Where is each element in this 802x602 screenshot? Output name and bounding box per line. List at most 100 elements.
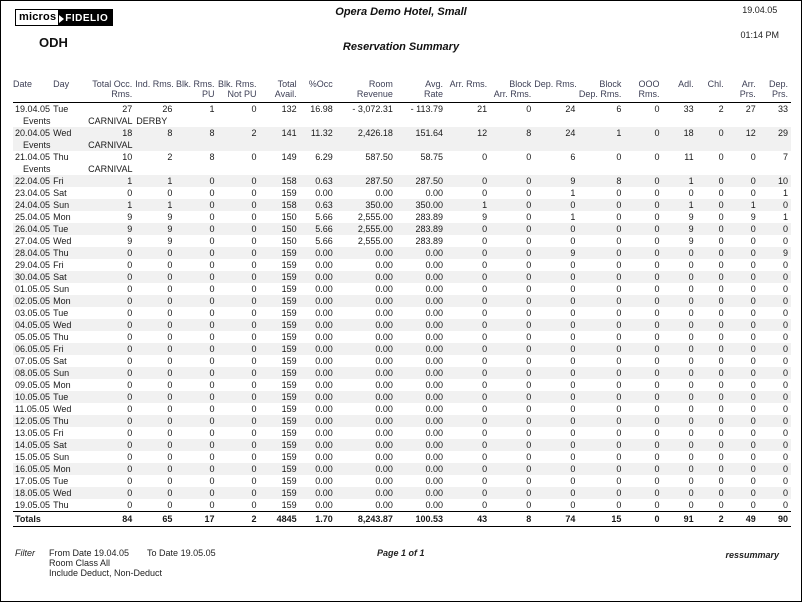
- value-cell: 0: [616, 452, 622, 462]
- value-cell: 0: [750, 428, 756, 438]
- date-cell: 29.04.05: [15, 260, 51, 270]
- value-cell: 0: [750, 416, 756, 426]
- value-cell: 1: [616, 128, 622, 138]
- value-cell: 0.00: [315, 404, 333, 414]
- value-cell: 0: [616, 392, 622, 402]
- value-cell: 0.00: [425, 500, 443, 510]
- value-cell: 0: [718, 344, 724, 354]
- value-cell: 0: [127, 452, 133, 462]
- value-cell: 0: [526, 380, 532, 390]
- value-cell: 0: [688, 344, 694, 354]
- value-cell: 12: [745, 128, 756, 138]
- value-cell: 1: [570, 212, 576, 222]
- value-cell: 0: [127, 368, 133, 378]
- value-cell: 0: [654, 104, 660, 114]
- column-header-line2: Rate: [423, 89, 443, 99]
- day-cell: Tue: [53, 392, 69, 402]
- value-cell: 8: [167, 128, 173, 138]
- value-cell: 0.00: [425, 440, 443, 450]
- value-cell: 0: [654, 152, 660, 162]
- value-cell: 0: [167, 272, 173, 282]
- value-cell: 0: [526, 332, 532, 342]
- value-cell: 0: [526, 392, 532, 402]
- value-cell: 0: [750, 488, 756, 498]
- value-cell: 0: [127, 488, 133, 498]
- value-cell: 2,555.00: [357, 224, 393, 234]
- events-row: Events CARNIVAL: [13, 139, 791, 151]
- table-row: 08.05.05 Sun 0 0 0 0 159 0.00 0.00 0.00 0 0 0 0 0 0 0 0 0: [13, 367, 791, 379]
- value-cell: 0: [570, 416, 576, 426]
- column-header-line1: %Occ: [308, 79, 333, 89]
- value-cell: 350.00: [365, 200, 393, 210]
- value-cell: 9: [570, 248, 576, 258]
- day-cell: Fri: [53, 428, 64, 438]
- date-cell: 08.05.05: [15, 368, 51, 378]
- value-cell: 0: [718, 296, 724, 306]
- value-cell: 0: [251, 440, 257, 450]
- date-cell: 22.04.05: [15, 176, 51, 186]
- value-cell: 0: [718, 392, 724, 402]
- table-row: 13.05.05 Fri 0 0 0 0 159 0.00 0.00 0.00 0 0 0 0 0 0 0 0 0: [13, 427, 791, 439]
- value-cell: 0.00: [375, 260, 393, 270]
- value-cell: 0: [167, 464, 173, 474]
- date-cell: 19.05.05: [15, 500, 51, 510]
- value-cell: 0: [209, 320, 215, 330]
- date-cell: 30.04.05: [15, 272, 51, 282]
- value-cell: 159: [281, 476, 297, 486]
- value-cell: 0: [782, 356, 788, 366]
- value-cell: 0: [616, 332, 622, 342]
- value-cell: 0: [654, 308, 660, 318]
- value-cell: 0: [167, 368, 173, 378]
- value-cell: 0: [167, 284, 173, 294]
- day-cell: Fri: [53, 176, 64, 186]
- value-cell: 0: [167, 380, 173, 390]
- value-cell: 21: [477, 104, 488, 114]
- table-row: 11.05.05 Wed 0 0 0 0 159 0.00 0.00 0.00 0 0 0 0 0 0 0 0 0: [13, 403, 791, 415]
- value-cell: 0: [167, 320, 173, 330]
- value-cell: 0.00: [375, 500, 393, 510]
- value-cell: 0: [718, 260, 724, 270]
- value-cell: 0: [251, 284, 257, 294]
- day-cell: Sat: [53, 440, 67, 450]
- value-cell: 0: [718, 452, 724, 462]
- value-cell: 0: [616, 152, 622, 162]
- value-cell: 0: [654, 440, 660, 450]
- value-cell: 0: [718, 308, 724, 318]
- value-cell: 0.00: [425, 188, 443, 198]
- column-header-line1: Date: [13, 79, 33, 89]
- value-cell: 0: [616, 428, 622, 438]
- value-cell: 0: [526, 428, 532, 438]
- column-header-line2: Prs.: [739, 89, 756, 99]
- value-cell: 0: [251, 104, 257, 114]
- value-cell: 8: [209, 128, 215, 138]
- totals-value: 15: [611, 514, 622, 524]
- table-row: 29.04.05 Fri 0 0 0 0 159 0.00 0.00 0.00 0 0 0 0 0 0 0 0 0: [13, 259, 791, 271]
- value-cell: 0.00: [315, 392, 333, 402]
- value-cell: 0.00: [315, 272, 333, 282]
- value-cell: 0: [782, 236, 788, 246]
- value-cell: 0: [251, 476, 257, 486]
- value-cell: 0: [526, 416, 532, 426]
- value-cell: 0.00: [315, 296, 333, 306]
- value-cell: 0: [482, 284, 488, 294]
- value-cell: 33: [777, 104, 788, 114]
- value-cell: 0: [782, 260, 788, 270]
- value-cell: 0: [209, 188, 215, 198]
- day-cell: Wed: [53, 404, 72, 414]
- value-cell: 9: [167, 212, 173, 222]
- totals-value: 8: [526, 514, 532, 524]
- totals-value: 100.53: [415, 514, 443, 524]
- day-cell: Sun: [53, 368, 70, 378]
- value-cell: 0: [750, 224, 756, 234]
- filter-label: Filter: [15, 548, 35, 558]
- table-row: 21.04.05 Thu 10 2 8 0 149 6.29 587.50 58.75 0 0 6 0 0 1…: [13, 151, 791, 163]
- value-cell: 0: [167, 428, 173, 438]
- value-cell: 9: [127, 224, 133, 234]
- table-row: 04.05.05 Wed 0 0 0 0 159 0.00 0.00 0.00 0 0 0 0 0 0 0 0 0: [13, 319, 791, 331]
- value-cell: 0: [127, 284, 133, 294]
- value-cell: 0: [482, 440, 488, 450]
- value-cell: 8: [616, 176, 622, 186]
- value-cell: 0: [526, 200, 532, 210]
- table-row: 18.05.05 Wed 0 0 0 0 159 0.00 0.00 0.00 0 0 0 0 0 0 0 0 0: [13, 487, 791, 499]
- day-cell: Thu: [53, 416, 69, 426]
